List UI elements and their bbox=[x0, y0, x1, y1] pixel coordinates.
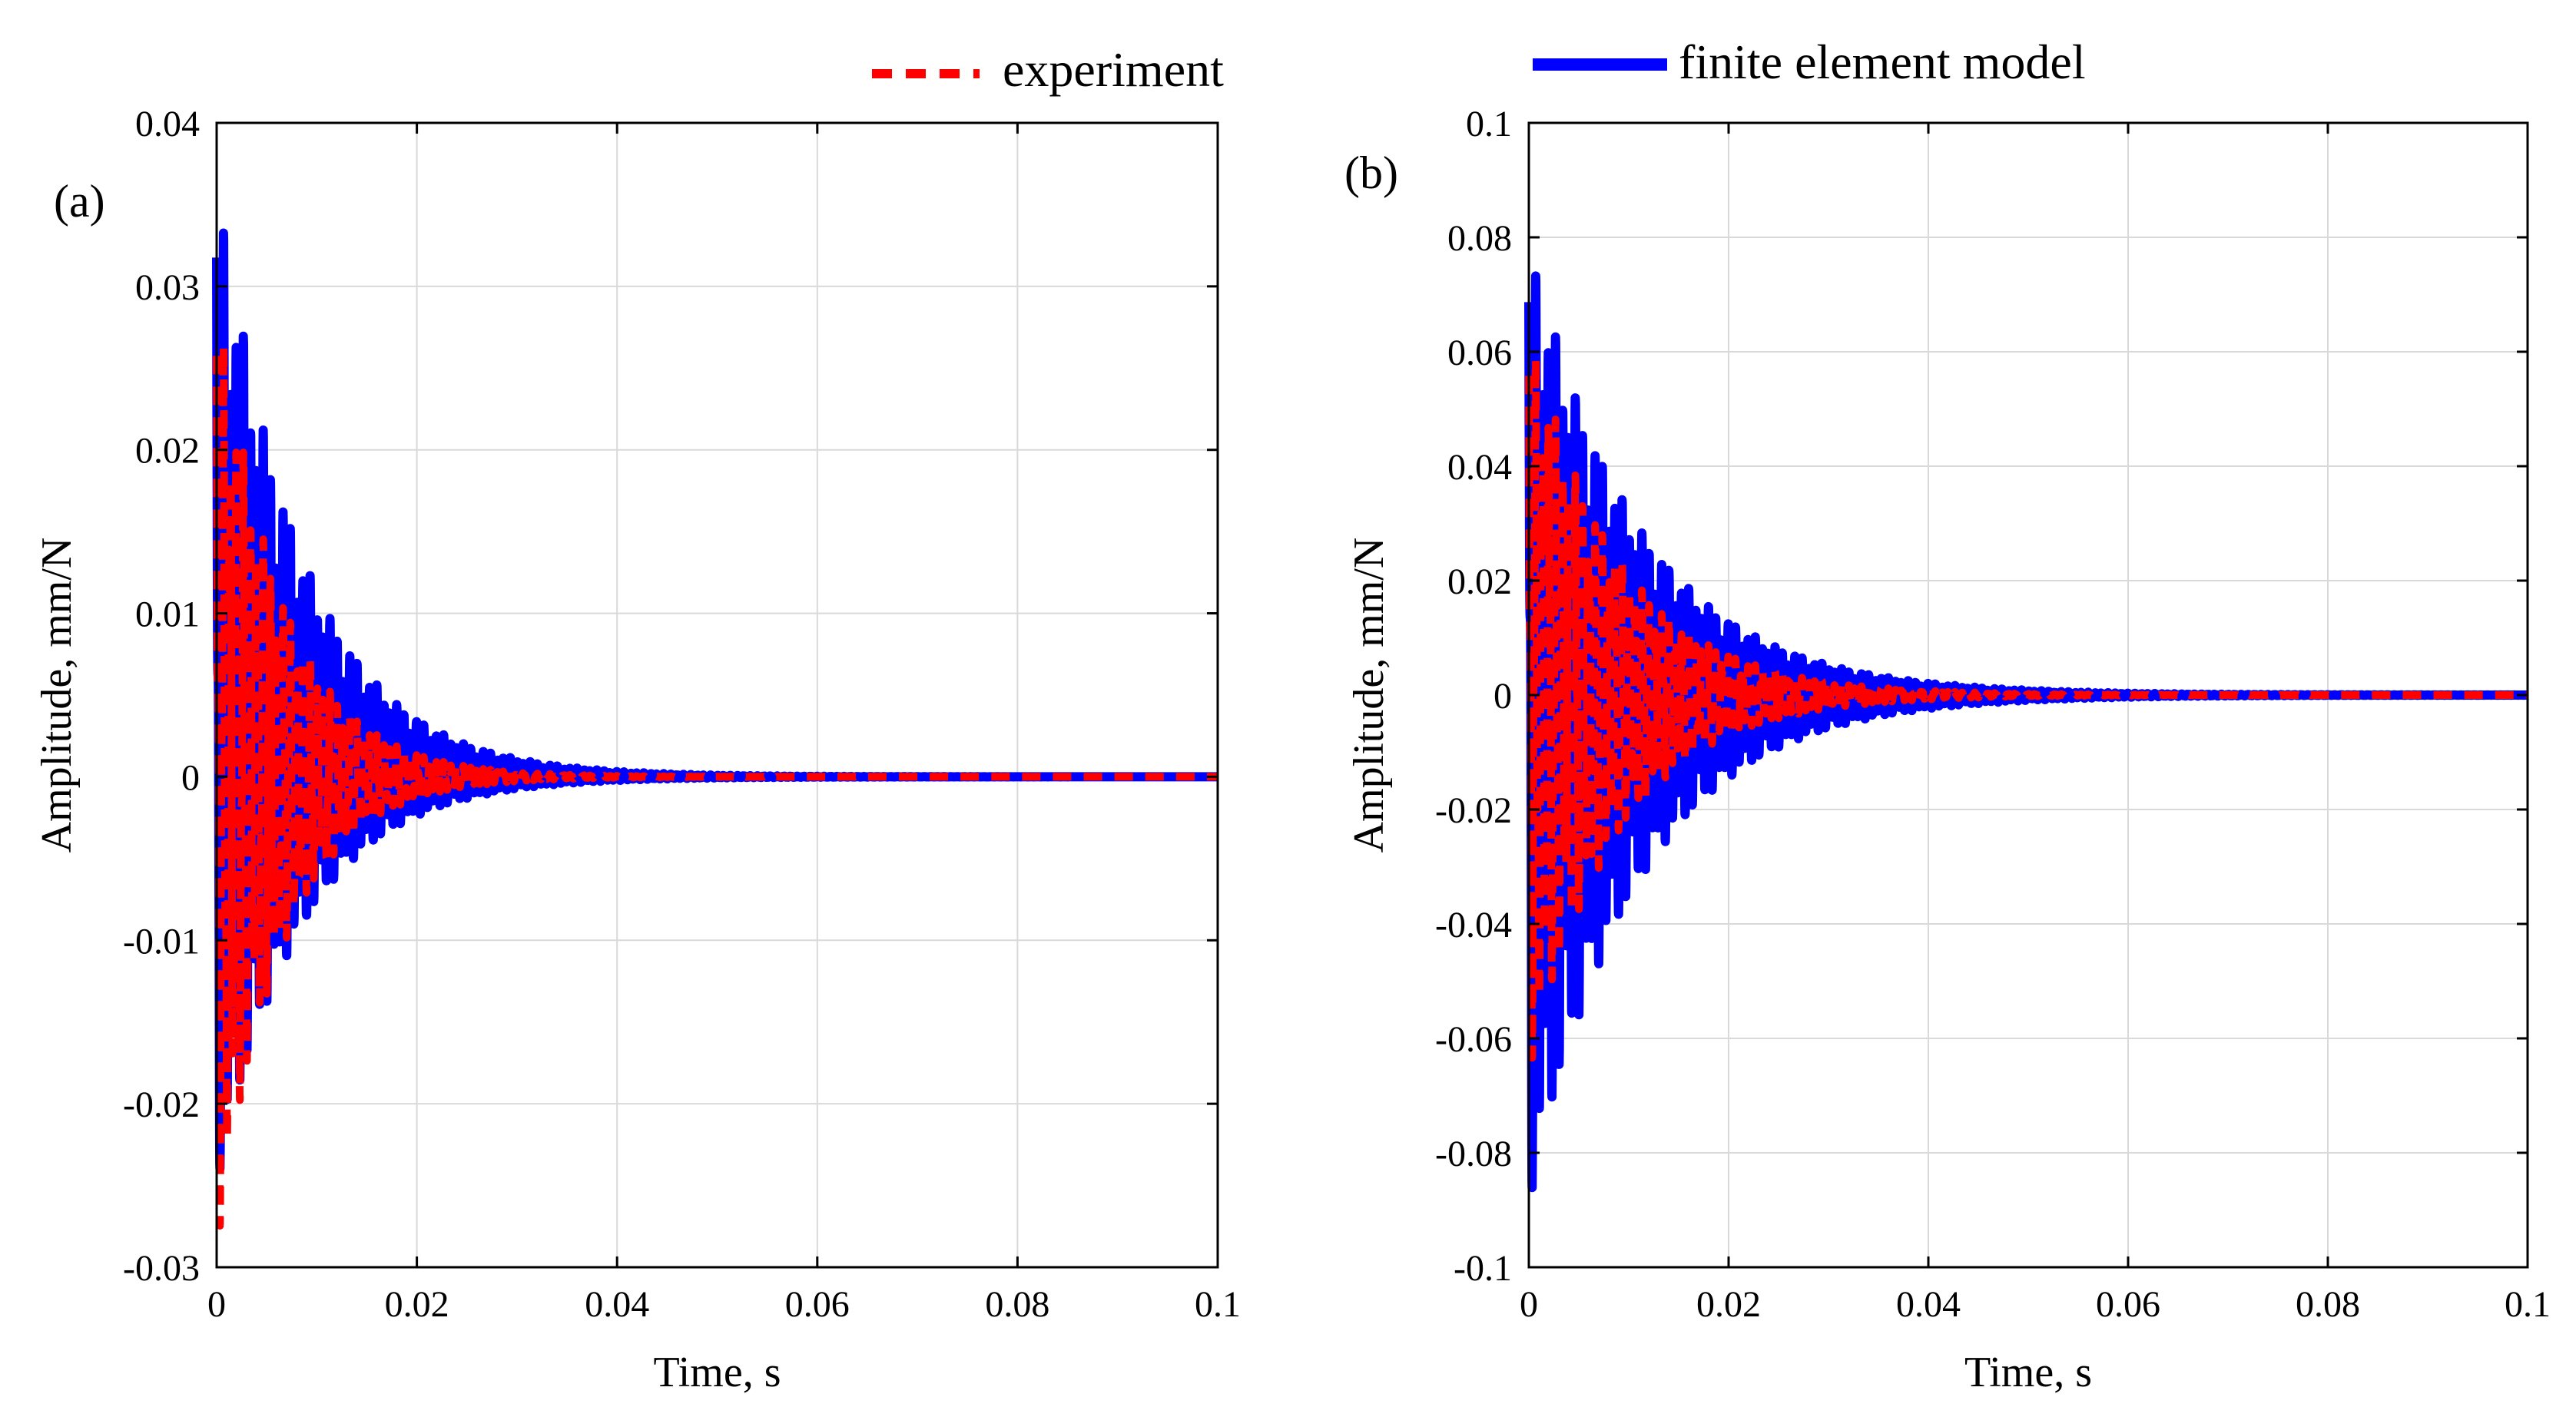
axes-box bbox=[215, 121, 1219, 1269]
y-tick-label: 0.1 bbox=[1466, 104, 1512, 144]
series-fem-line bbox=[212, 228, 1222, 1174]
y-tick-label: 0.01 bbox=[135, 594, 200, 635]
y-tick-label: -0.01 bbox=[123, 921, 200, 962]
panel-label: (b) bbox=[1344, 147, 1398, 198]
y-tick-label: -0.02 bbox=[1435, 790, 1512, 831]
y-tick-label: 0.04 bbox=[135, 104, 200, 144]
y-tick-label: 0.08 bbox=[1447, 218, 1512, 259]
y-tick-label: 0.06 bbox=[1447, 333, 1512, 373]
x-tick-label: 0.08 bbox=[985, 1284, 1049, 1325]
y-tick-label: 0.02 bbox=[135, 431, 200, 472]
x-tick-label: 0.08 bbox=[2296, 1284, 2360, 1325]
y-axis-label: Amplitude, mm/N bbox=[33, 538, 81, 853]
x-axis-label: Time, s bbox=[1964, 1349, 2092, 1396]
panel-label: (a) bbox=[54, 176, 105, 227]
y-tick-label: -0.02 bbox=[123, 1084, 200, 1125]
series-experiment-line bbox=[1525, 355, 2531, 1062]
x-tick-label: 0 bbox=[1520, 1284, 1538, 1325]
x-tick-label: 0.04 bbox=[1896, 1284, 1961, 1325]
legend-fem-label: finite element model bbox=[1679, 35, 2086, 89]
x-tick-label: 0.1 bbox=[2505, 1284, 2551, 1325]
x-tick-label: 0.06 bbox=[785, 1284, 850, 1325]
y-tick-label: 0.02 bbox=[1447, 561, 1512, 602]
x-tick-label: 0.02 bbox=[385, 1284, 449, 1325]
y-tick-label: 0.03 bbox=[135, 267, 200, 308]
x-axis-label: Time, s bbox=[653, 1349, 781, 1396]
y-tick-label: -0.04 bbox=[1435, 905, 1512, 945]
y-tick-label: 0.04 bbox=[1447, 447, 1512, 488]
x-tick-label: 0.06 bbox=[2096, 1284, 2160, 1325]
y-tick-label: -0.03 bbox=[123, 1248, 200, 1289]
x-tick-label: 0.04 bbox=[585, 1284, 649, 1325]
y-tick-label: -0.1 bbox=[1454, 1248, 1512, 1289]
y-axis-label: Amplitude, mm/N bbox=[1345, 538, 1393, 853]
x-tick-label: 0.1 bbox=[1195, 1284, 1241, 1325]
legend: experiment finite element model bbox=[872, 35, 2086, 97]
series-experiment-line bbox=[213, 343, 1222, 1230]
y-tick-label: 0 bbox=[1494, 676, 1512, 717]
x-tick-label: 0 bbox=[207, 1284, 226, 1325]
chart-panel-b: 0 0.02 0.04 0.06 0.08 0.1 -0.1 -0.08 -0.06 -0.04 -… bbox=[1344, 104, 2551, 1396]
y-tick-label: -0.06 bbox=[1435, 1019, 1512, 1060]
y-tick-label: 0 bbox=[181, 757, 200, 798]
chart-panel-a: 0 0.02 0.04 0.06 0.08 0.1 -0.03 -0.02 -0.01 0 0.01… bbox=[33, 104, 1241, 1396]
y-tick-label: -0.08 bbox=[1435, 1134, 1512, 1174]
x-tick-label: 0.02 bbox=[1696, 1284, 1761, 1325]
legend-experiment-label: experiment bbox=[1003, 42, 1224, 97]
